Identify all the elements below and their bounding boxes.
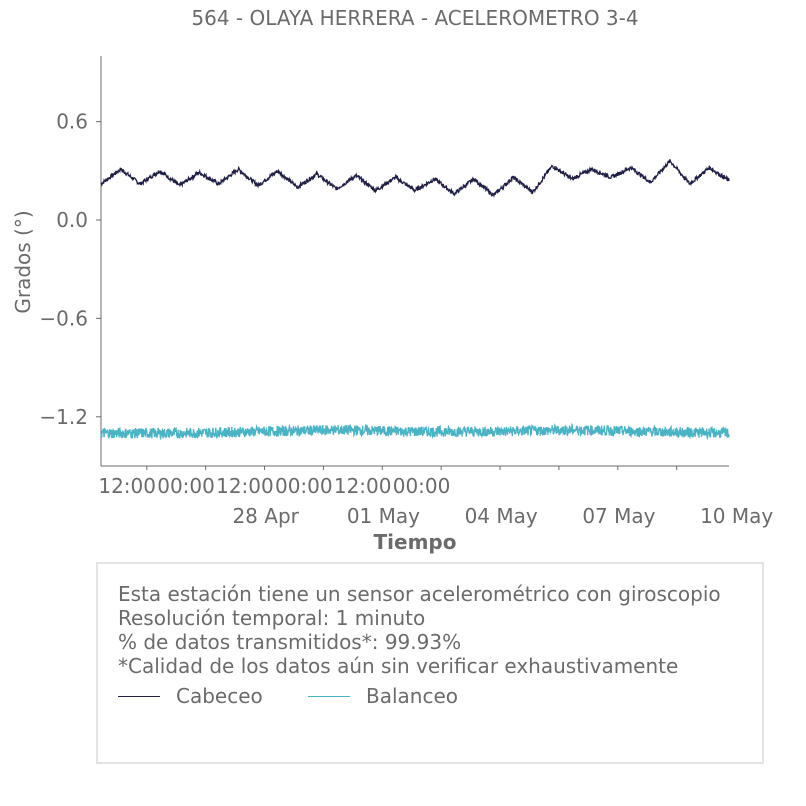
y-tick-label: 0.6 xyxy=(56,110,88,134)
x-tick-label-time: 12:00 xyxy=(216,474,274,498)
y-tick-label: −1.2 xyxy=(39,405,88,429)
x-tick-label-date: 04 May xyxy=(465,504,538,528)
legend-swatch-cabeceo xyxy=(118,695,160,697)
series-line-cabeceo xyxy=(100,159,730,198)
info-box: Esta estación tiene un sensor aceleromét… xyxy=(96,562,764,764)
y-axis-label: Grados (°) xyxy=(11,210,35,313)
legend-swatch-balanceo xyxy=(308,695,350,697)
x-tick-label-time: 00:00 xyxy=(275,474,333,498)
info-line-sensor: Esta estación tiene un sensor aceleromét… xyxy=(118,582,721,606)
x-tick-label-date: 10 May xyxy=(700,504,773,528)
series-layer xyxy=(100,159,730,441)
x-tick-label-date: 07 May xyxy=(582,504,655,528)
chart-title: 564 - OLAYA HERRERA - ACELEROMETRO 3-4 xyxy=(191,6,639,30)
chart-plot: 0.60.0−0.6−1.212:00 00:00 12:00 00:00 12:00 0… xyxy=(11,56,773,554)
legend-label-balanceo: Balanceo xyxy=(366,684,459,708)
axes xyxy=(100,56,729,467)
ticks-layer: 0.60.0−0.6−1.212:00 00:00 12:00 00:00 12:00 0… xyxy=(39,110,773,528)
y-tick-label: −0.6 xyxy=(39,306,88,330)
y-tick-label: 0.0 xyxy=(56,208,88,232)
info-line-transmitted: % de datos transmitidos*: 99.93% xyxy=(118,630,462,654)
legend-label-cabeceo: Cabeceo xyxy=(176,684,263,708)
x-tick-label-date: 28 Apr xyxy=(232,504,299,528)
x-axis-label: Tiempo xyxy=(374,530,457,554)
x-tick-label-time: 00:00 xyxy=(157,474,215,498)
x-tick-label-time: 12:00 xyxy=(334,474,392,498)
legend-item-balanceo: Balanceo xyxy=(308,684,458,708)
info-line-quality-note: *Calidad de los datos aún sin verificar … xyxy=(118,654,679,678)
legend-item-cabeceo: Cabeceo xyxy=(118,684,263,708)
x-tick-label-time: 00:00 xyxy=(393,474,451,498)
info-line-resolution: Resolución temporal: 1 minuto xyxy=(118,606,426,630)
series-line-balanceo xyxy=(100,422,730,441)
x-tick-label-date: 01 May xyxy=(347,504,420,528)
x-tick-label-time: 12:00 xyxy=(98,474,156,498)
